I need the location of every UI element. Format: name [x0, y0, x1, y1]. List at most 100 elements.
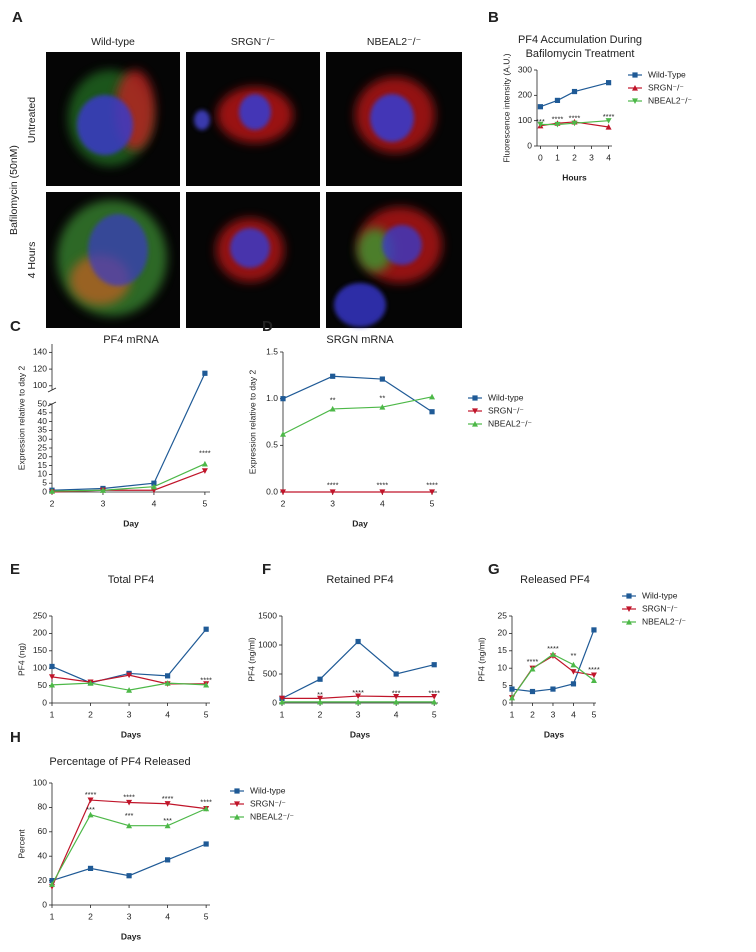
series-line: [282, 396, 433, 435]
marker: [591, 627, 597, 633]
panel-letter: B: [488, 9, 499, 26]
y-tick-label: 1000: [258, 639, 277, 649]
x-tick-label: 3: [330, 498, 335, 508]
x-tick-label: 4: [394, 709, 399, 719]
series-line: [51, 463, 206, 492]
annotation: ****: [428, 689, 440, 698]
legend-label: Wild-type: [250, 785, 286, 795]
marker: [554, 97, 561, 103]
legend-label: NBEAL2⁻/⁻: [250, 811, 294, 821]
row-group-label: Bafilomycin (50nM): [8, 145, 20, 235]
marker: [626, 619, 632, 625]
marker: [329, 489, 336, 495]
legend-label: NBEAL2⁻/⁻: [488, 418, 532, 428]
panel-letter: C: [10, 318, 21, 335]
x-tick-label: 3: [356, 709, 361, 719]
marker: [317, 676, 323, 682]
y-tick-label: 15: [498, 645, 508, 655]
x-tick-label: 2: [281, 498, 286, 508]
x-tick-label: 1: [50, 911, 55, 921]
marker: [570, 669, 577, 675]
panel-letter: A: [12, 9, 23, 26]
legend-label: NBEAL2⁻/⁻: [642, 616, 686, 626]
legend-label: SRGN⁻/⁻: [250, 798, 286, 808]
marker: [554, 121, 561, 128]
y-axis-label: Expression relative to day 2: [16, 366, 26, 471]
y-tick-label: 250: [33, 610, 47, 620]
panel-letter: E: [10, 561, 20, 578]
y-tick-label: 45: [38, 407, 48, 417]
y-axis-label: Fluorescence intensity (A.U.): [501, 53, 511, 162]
marker: [202, 370, 208, 376]
y-tick-label: 5: [42, 477, 47, 487]
marker: [570, 661, 577, 668]
y-axis-label: PF4 (ng): [16, 643, 26, 676]
annotation: ****: [588, 665, 600, 674]
marker: [126, 672, 133, 679]
marker: [429, 409, 435, 415]
marker: [49, 878, 55, 884]
marker: [549, 651, 556, 657]
marker: [393, 671, 399, 677]
annotation: ****: [327, 480, 339, 489]
annotation: ****: [569, 114, 581, 123]
annotation: ***: [86, 805, 95, 814]
x-tick-label: 4: [571, 709, 576, 719]
marker: [355, 638, 361, 645]
panel-letter: D: [262, 318, 273, 335]
annotation: **: [379, 394, 385, 403]
annotation: **: [317, 690, 323, 699]
y-tick-label: 0.5: [266, 440, 278, 450]
y-tick-label: 100: [33, 777, 47, 787]
stain: [382, 225, 422, 265]
x-tick-label: 3: [551, 709, 556, 719]
marker: [317, 698, 324, 705]
y-tick-label: 20: [498, 628, 508, 638]
series-line: [540, 120, 609, 126]
marker: [49, 881, 55, 887]
y-tick-label: 15: [38, 460, 48, 470]
marker: [234, 801, 240, 807]
x-axis-label: Day: [123, 518, 139, 528]
marker: [49, 488, 55, 494]
annotation: ****: [352, 688, 364, 697]
marker: [317, 695, 324, 702]
marker: [280, 489, 286, 495]
marker: [329, 405, 336, 412]
legend-label: SRGN⁻/⁻: [642, 603, 678, 613]
x-tick-label: 2: [88, 709, 93, 719]
marker: [330, 373, 336, 379]
x-tick-label: 3: [101, 498, 106, 508]
y-tick-label: 120: [33, 363, 47, 373]
legend-label: Wild-type: [642, 590, 678, 600]
y-tick-label: 80: [38, 802, 48, 812]
chart-title: PF4 Accumulation During: [518, 34, 642, 46]
marker: [280, 396, 286, 402]
marker: [632, 98, 638, 104]
column-header: SRGN⁻/⁻: [231, 36, 276, 48]
annotation: ***: [163, 816, 172, 825]
y-tick-label: 1.5: [266, 346, 278, 356]
annotation: **: [330, 396, 336, 405]
x-tick-label: 5: [204, 911, 209, 921]
marker: [151, 480, 157, 486]
chart-title: Bafilomycin Treatment: [526, 48, 635, 60]
marker: [165, 673, 171, 679]
legend-label: NBEAL2⁻/⁻: [648, 95, 692, 105]
y-tick-label: 100: [33, 662, 47, 672]
marker: [431, 698, 438, 705]
y-tick-label: 200: [33, 628, 47, 638]
micrographs: [46, 52, 462, 328]
marker: [164, 680, 171, 686]
x-tick-label: 1: [50, 709, 55, 719]
stain: [194, 110, 210, 130]
y-tick-label: 25: [38, 442, 48, 452]
marker: [537, 104, 544, 110]
marker: [126, 822, 133, 829]
stain: [239, 94, 271, 130]
marker: [529, 665, 536, 672]
marker: [509, 686, 515, 692]
annotation: ****: [377, 480, 389, 489]
series-line: [282, 375, 433, 413]
marker: [550, 686, 556, 692]
